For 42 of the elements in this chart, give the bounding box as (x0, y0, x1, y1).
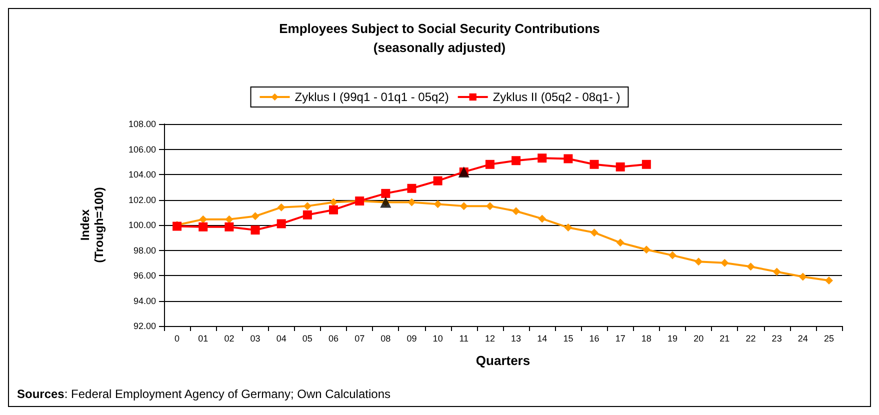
x-tick-label: 10 (432, 334, 443, 344)
y-axis-title: Index (Trough=100) (78, 187, 106, 263)
x-tick-label: 03 (250, 334, 260, 344)
x-tick-label: 01 (198, 334, 208, 344)
x-tick-label: 20 (694, 334, 704, 344)
legend-label: Zyklus II (05q2 - 08q1- ) (492, 90, 620, 104)
x-tick-label: 11 (459, 334, 469, 344)
x-tick-label: 05 (302, 334, 312, 344)
y-tick-label: 94.00 (133, 296, 156, 306)
y-tick-label: 92.00 (133, 321, 156, 331)
x-tick-label: 08 (380, 334, 391, 344)
x-tick-label: 25 (824, 334, 834, 344)
x-tick-label: 14 (537, 334, 548, 344)
y-tick-label: 98.00 (133, 245, 156, 256)
x-tick-label: 0 (174, 334, 180, 344)
chart-subtitle: (seasonally adjusted) (373, 40, 506, 55)
y-tick-label: 102.00 (128, 194, 156, 205)
chart-title: Employees Subject to Social Security Contributions (279, 21, 600, 36)
x-tick-label: 17 (615, 334, 626, 344)
source-note: Sources: Federal Employment Agency of Germany; Own Calculations (17, 387, 391, 401)
x-tick-label: 04 (276, 334, 286, 344)
legend-label: Zyklus I (99q1 - 01q1 - 05q2) (294, 90, 449, 104)
y-tick-label: 108.00 (128, 119, 156, 129)
x-tick-label: 21 (720, 334, 730, 344)
x-tick-label: 22 (746, 334, 756, 344)
x-tick-label: 02 (224, 334, 234, 344)
x-axis-title: Quarters (476, 353, 530, 368)
y-tick-label: 106.00 (128, 144, 156, 154)
x-tick-label: 24 (798, 334, 808, 344)
y-tick-label: 96.00 (133, 270, 156, 280)
y-tick-label: 100.00 (128, 220, 156, 230)
x-tick-label: 07 (354, 334, 365, 344)
x-tick-label: 06 (328, 334, 339, 344)
x-tick-label: 13 (511, 334, 522, 344)
x-tick-label: 15 (563, 334, 574, 344)
y-tick-label: 104.00 (128, 170, 156, 180)
x-tick-label: 09 (406, 334, 417, 344)
x-tick-label: 23 (772, 334, 782, 344)
x-tick-label: 16 (589, 334, 600, 344)
x-tick-label: 19 (667, 334, 678, 344)
x-tick-label: 18 (641, 334, 652, 344)
x-tick-label: 12 (484, 334, 495, 344)
